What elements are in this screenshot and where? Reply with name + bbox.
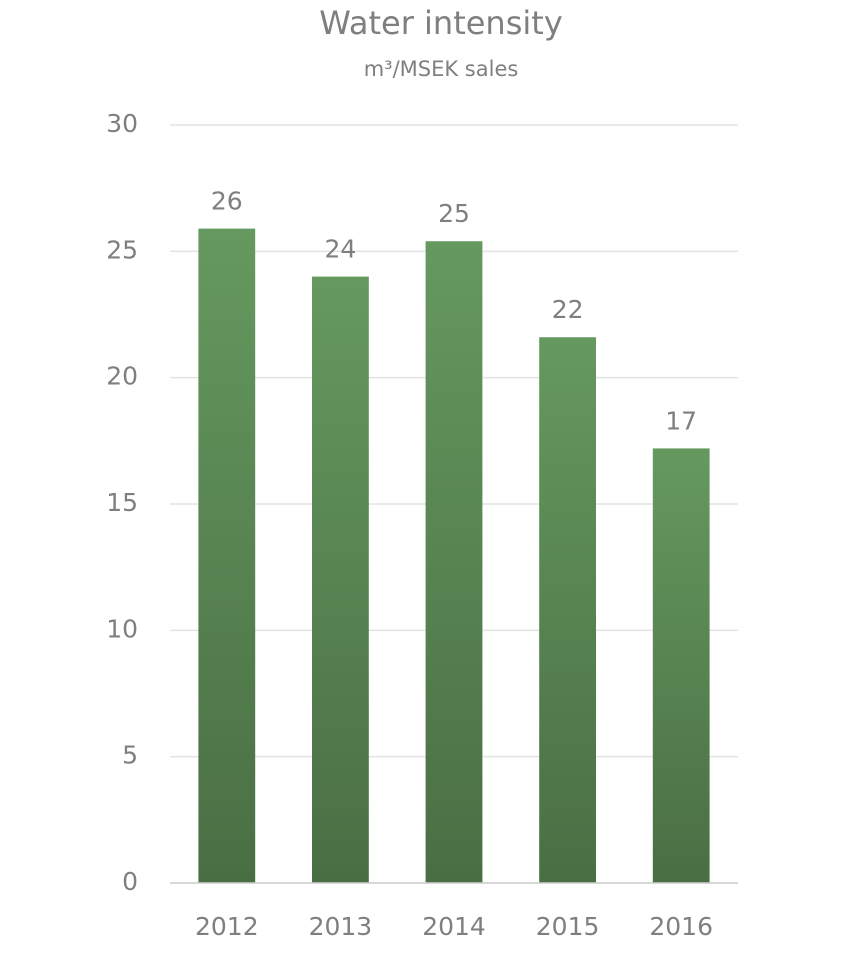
chart-title: Water intensity — [319, 4, 563, 42]
value-label: 26 — [211, 187, 243, 216]
y-tick-label: 25 — [106, 235, 138, 264]
bar — [312, 276, 369, 884]
bar — [539, 337, 596, 883]
x-tick-label: 2016 — [649, 912, 713, 941]
y-tick-label: 0 — [122, 867, 138, 896]
value-label: 25 — [438, 199, 470, 228]
value-label: 22 — [552, 295, 584, 324]
x-tick-label: 2015 — [536, 912, 600, 941]
y-tick-label: 5 — [122, 741, 138, 770]
bar — [198, 228, 256, 884]
y-tick-label: 10 — [106, 614, 138, 643]
value-label: 17 — [665, 406, 697, 435]
bar — [652, 448, 710, 883]
x-tick-label: 2012 — [195, 912, 259, 941]
value-label: 24 — [324, 235, 356, 264]
bar — [425, 241, 483, 883]
y-tick-label: 15 — [106, 488, 138, 517]
y-tick-label: 30 — [106, 109, 138, 138]
chart-subtitle: m³/MSEK sales — [364, 57, 519, 81]
x-tick-label: 2013 — [309, 912, 373, 941]
x-tick-label: 2014 — [422, 912, 486, 941]
y-tick-label: 20 — [106, 362, 138, 391]
